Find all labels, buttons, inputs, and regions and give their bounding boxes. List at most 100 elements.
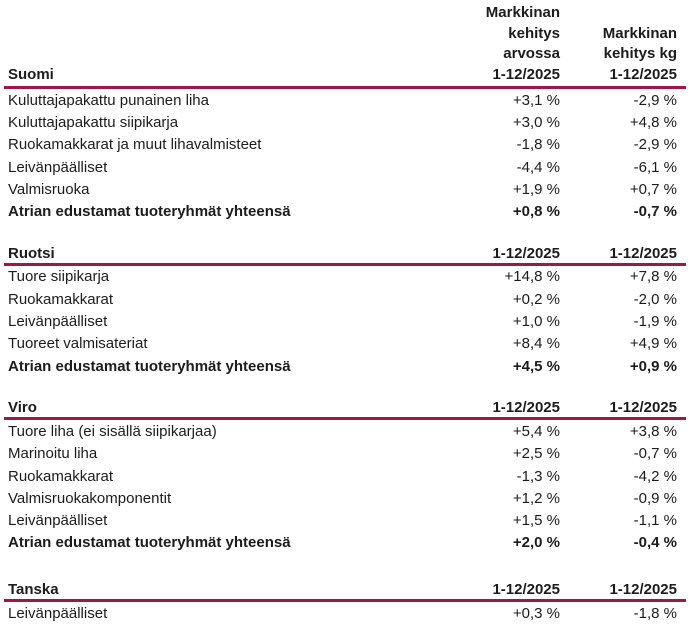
section-divider-rule [4, 262, 686, 266]
market-dev-kg: -2,9 % [633, 136, 677, 154]
period-value: 1-12/2025 [492, 399, 560, 417]
market-dev-kg: -0,7 % [633, 203, 677, 221]
product-group-label: Leivänpäälliset [8, 158, 108, 176]
market-dev-value: +1,5 % [512, 512, 560, 530]
market-dev-kg: -0,7 % [633, 445, 677, 463]
column-header-value: Markkinan kehitys arvossa 1-12/2025 [438, 3, 560, 85]
market-dev-value: -1,3 % [516, 467, 560, 485]
table-row: Ruokamakkarat -1,3 % -4,2 % [0, 465, 688, 487]
section-tanska: Tanska 1-12/2025 1-12/2025 Leivänpäällis… [0, 580, 688, 624]
table-row-total: Atrian edustamat tuoteryhmät yhteensä +4… [0, 355, 688, 377]
section-ruotsi: Ruotsi 1-12/2025 1-12/2025 Tuore siipika… [0, 244, 688, 377]
country-label: Tanska [8, 581, 59, 599]
table-row: Leivänpäälliset +0,3 % -1,8 % [0, 602, 688, 624]
column-header-line: Markkinan [602, 24, 677, 42]
table-row-total: Atrian edustamat tuoteryhmät yhteensä +0… [0, 200, 688, 222]
table-row: Tuoreet valmisateriat +8,4 % +4,9 % [0, 333, 688, 355]
product-group-label: Valmisruokakomponentit [8, 489, 172, 507]
section-divider-rule [4, 417, 686, 421]
market-dev-kg: +4,9 % [629, 335, 677, 353]
market-dev-value: +1,0 % [512, 313, 560, 331]
market-dev-kg: -2,9 % [633, 91, 677, 109]
market-dev-value: +1,2 % [512, 489, 560, 507]
market-dev-value: +3,0 % [512, 113, 560, 131]
period-value: 1-12/2025 [492, 244, 560, 262]
section-header: Ruotsi 1-12/2025 1-12/2025 [0, 244, 688, 262]
table-row: Leivänpäälliset +1,0 % -1,9 % [0, 310, 688, 332]
product-group-label: Tuore siipikarja [8, 268, 110, 286]
market-dev-kg: +0,7 % [629, 180, 677, 198]
table-row: Ruokamakkarat ja muut lihavalmisteet -1,… [0, 134, 688, 156]
market-dev-value: +2,5 % [512, 445, 560, 463]
total-label: Atrian edustamat tuoteryhmät yhteensä [8, 357, 291, 375]
period-kg: 1-12/2025 [609, 581, 677, 599]
table-row-total: Atrian edustamat tuoteryhmät yhteensä +2… [0, 532, 688, 554]
section-viro: Viro 1-12/2025 1-12/2025 Tuore liha (ei … [0, 398, 688, 554]
section-header: Viro 1-12/2025 1-12/2025 [0, 398, 688, 416]
table-row: Leivänpäälliset +1,5 % -1,1 % [0, 509, 688, 531]
market-dev-value: +0,3 % [512, 604, 560, 622]
market-dev-kg: -1,9 % [633, 313, 677, 331]
product-group-label: Ruokamakkarat [8, 290, 114, 308]
market-dev-kg: +3,8 % [629, 422, 677, 440]
table-row: Tuore liha (ei sisällä siipikarjaa) +5,4… [0, 420, 688, 442]
table-row: Valmisruoka +1,9 % +0,7 % [0, 178, 688, 200]
column-header-line: Markkinan [485, 4, 560, 21]
product-group-label: Valmisruoka [8, 180, 90, 198]
section-divider-rule [4, 86, 686, 89]
period-kg: 1-12/2025 [609, 399, 677, 417]
market-dev-kg: -2,0 % [633, 290, 677, 308]
country-label: Viro [8, 399, 37, 417]
table-row: Kuluttajapakattu siipikarja +3,0 % +4,8 … [0, 111, 688, 133]
market-dev-kg: -0,4 % [633, 534, 677, 552]
market-dev-value: +14,8 % [504, 268, 560, 286]
table-row: Marinoitu liha +2,5 % -0,7 % [0, 443, 688, 465]
column-header-kg: Markkinan kehitys kg 1-12/2025 [560, 24, 677, 86]
product-group-label: Marinoitu liha [8, 445, 98, 463]
market-dev-kg: -6,1 % [633, 158, 677, 176]
market-dev-value: +1,9 % [512, 180, 560, 198]
market-dev-kg: +7,8 % [629, 268, 677, 286]
section-divider-rule [4, 599, 686, 603]
country-label: Suomi [8, 65, 54, 83]
market-dev-value: +3,1 % [512, 91, 560, 109]
product-group-label: Leivänpäälliset [8, 512, 108, 530]
section-suomi: Suomi Markkinan kehitys arvossa 1-12/202… [0, 0, 688, 223]
market-dev-value: -1,8 % [516, 136, 560, 154]
total-label: Atrian edustamat tuoteryhmät yhteensä [8, 534, 291, 552]
section-header: Tanska 1-12/2025 1-12/2025 [0, 580, 688, 598]
country-label: Ruotsi [8, 244, 55, 262]
table-header: Suomi Markkinan kehitys arvossa 1-12/202… [0, 0, 688, 85]
product-group-label: Kuluttajapakattu punainen liha [8, 91, 209, 109]
market-dev-value: +2,0 % [512, 534, 560, 552]
market-dev-kg: -0,9 % [633, 489, 677, 507]
market-dev-kg: -1,1 % [633, 512, 677, 530]
total-label: Atrian edustamat tuoteryhmät yhteensä [8, 203, 291, 221]
product-group-label: Tuoreet valmisateriat [8, 335, 148, 353]
table-row: Tuore siipikarja +14,8 % +7,8 % [0, 266, 688, 288]
product-group-label: Ruokamakkarat [8, 467, 114, 485]
table-row: Leivänpäälliset -4,4 % -6,1 % [0, 156, 688, 178]
market-dev-kg: -4,2 % [633, 467, 677, 485]
product-group-label: Leivänpäälliset [8, 313, 108, 331]
market-dev-value: -4,4 % [516, 158, 560, 176]
section-title: Suomi [8, 65, 438, 86]
product-group-label: Leivänpäälliset [8, 604, 108, 622]
column-header-line: 1-12/2025 [492, 65, 560, 83]
table-row: Ruokamakkarat +0,2 % -2,0 % [0, 288, 688, 310]
product-group-label: Ruokamakkarat ja muut lihavalmisteet [8, 136, 262, 154]
market-dev-value: +0,8 % [512, 203, 560, 221]
market-dev-value: +8,4 % [512, 335, 560, 353]
product-group-label: Tuore liha (ei sisällä siipikarjaa) [8, 422, 217, 440]
market-dev-value: +0,2 % [512, 290, 560, 308]
market-dev-kg: +0,9 % [629, 357, 677, 375]
column-header-line: kehitys [508, 24, 560, 42]
market-dev-value: +5,4 % [512, 422, 560, 440]
market-dev-value: +4,5 % [512, 357, 560, 375]
column-header-line: kehitys kg [603, 45, 677, 62]
period-value: 1-12/2025 [492, 581, 560, 599]
period-kg: 1-12/2025 [609, 244, 677, 262]
table-row: Kuluttajapakattu punainen liha +3,1 % -2… [0, 89, 688, 111]
